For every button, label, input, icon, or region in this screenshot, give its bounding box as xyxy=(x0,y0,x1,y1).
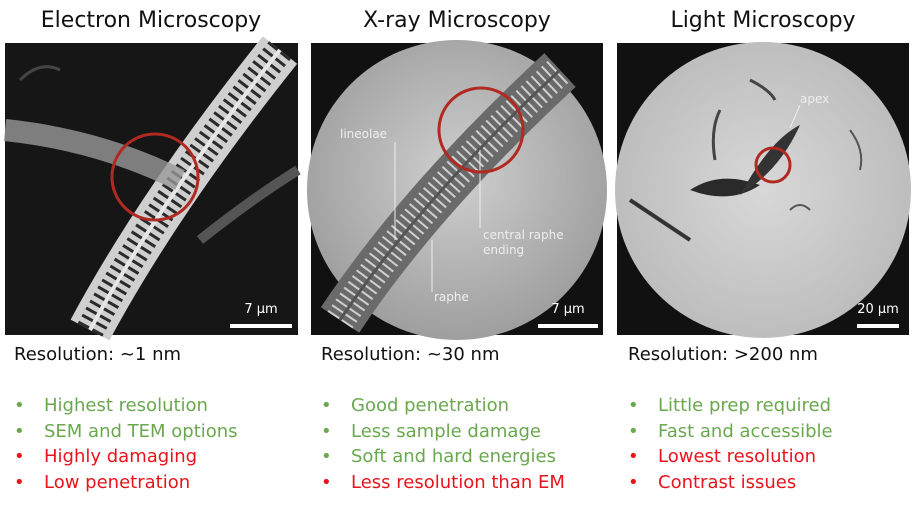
scale-bar-label: 7 μm xyxy=(551,302,585,317)
bullet-text: Little prep required xyxy=(658,395,832,416)
bullet-dot: • xyxy=(321,420,332,442)
resolution: Resolution: ~1 nm xyxy=(14,344,182,365)
image-annotation: central raphe ending xyxy=(483,228,564,257)
image-annotation: apex xyxy=(800,92,830,106)
scale-bar-label: 20 μm xyxy=(857,302,899,317)
panel-title: Light Microscopy xyxy=(670,8,856,33)
bullet-text: Less resolution than EM xyxy=(351,471,565,493)
bullet-text: Highly damaging xyxy=(44,446,198,467)
bullet: • Less sample damage xyxy=(321,421,611,445)
bullet-text: Contrast issues xyxy=(658,471,797,493)
bullet: • Highly damaging xyxy=(14,446,304,470)
bullet: • Soft and hard energies xyxy=(321,446,611,470)
panel-title: Electron Microscopy xyxy=(40,8,262,33)
bullet-text: SEM and TEM options xyxy=(44,420,238,442)
bullet: • Contrast issues xyxy=(628,472,912,496)
em-image xyxy=(3,36,301,341)
bullet-dot: • xyxy=(321,395,332,416)
scale-bar-label: 7 μm xyxy=(244,302,278,317)
bullet-text: Lowest resolution xyxy=(658,446,817,467)
resolution: Resolution: ~30 nm xyxy=(321,344,500,365)
bullet-dot: • xyxy=(628,446,639,467)
bullet-text: Low penetration xyxy=(44,471,191,493)
bullet-dot: • xyxy=(321,446,332,467)
bullet: • Fast and accessible xyxy=(628,421,912,445)
bullet-dot: • xyxy=(14,420,25,442)
bullet-text: Fast and accessible xyxy=(658,420,833,442)
bullet-dot: • xyxy=(14,446,25,467)
bullet-dot: • xyxy=(628,471,639,493)
bullet-text: Good penetration xyxy=(351,395,510,416)
bullet: • Little prep required xyxy=(628,395,912,419)
bullet: • Good penetration xyxy=(321,395,611,419)
bullet: • Highest resolution xyxy=(14,395,304,419)
bullet-text: Less sample damage xyxy=(351,420,541,442)
bullet: • Lowest resolution xyxy=(628,446,912,470)
panel-title: X-ray Microscopy xyxy=(363,8,551,33)
bullet-dot: • xyxy=(14,471,25,493)
bullet-dot: • xyxy=(628,395,639,416)
bullet-dot: • xyxy=(628,420,639,442)
image-annotation: raphe xyxy=(434,290,469,304)
bullet: • Less resolution than EM xyxy=(321,472,611,496)
light-image xyxy=(615,42,911,338)
bullet-dot: • xyxy=(321,471,332,493)
bullet: • Low penetration xyxy=(14,472,304,496)
xray-image xyxy=(307,40,607,340)
bullet-dot: • xyxy=(14,395,25,416)
image-annotation: lineolae xyxy=(340,127,388,141)
bullet: • SEM and TEM options xyxy=(14,421,304,445)
bullet-text: Soft and hard energies xyxy=(351,446,557,467)
bullet-text: Highest resolution xyxy=(44,395,208,416)
resolution: Resolution: >200 nm xyxy=(628,344,818,365)
